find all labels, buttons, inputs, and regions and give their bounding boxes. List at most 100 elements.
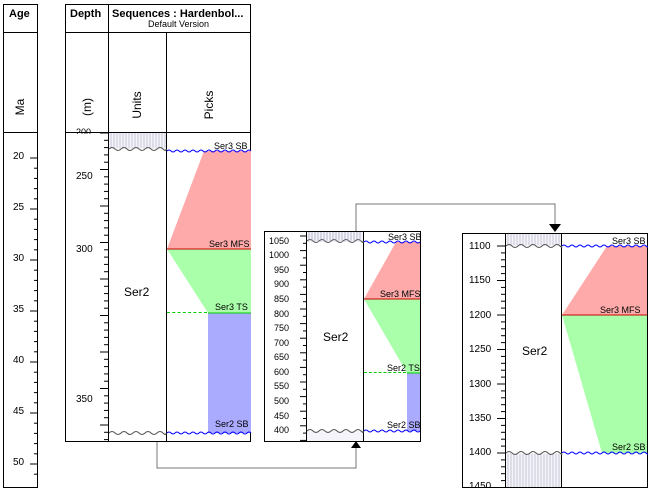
tst-wedge — [364, 299, 420, 373]
p3-units-col-divider — [561, 234, 562, 487]
units-col-divider — [166, 32, 167, 441]
tst-wedge — [562, 315, 647, 453]
age-tick-label: 35 — [13, 304, 25, 315]
sb-line-bottom — [363, 429, 421, 433]
main-picks-column — [166, 149, 252, 435]
pick-label[interactable]: Ser3 TS — [215, 302, 248, 312]
depth-col-divider — [108, 5, 109, 441]
lst-block — [208, 313, 251, 433]
pick-label[interactable]: Ser3 MFS — [600, 305, 641, 315]
sb-line-top — [166, 149, 252, 153]
connector-arrow-down — [549, 224, 561, 232]
depth-tick-label: 1050 — [269, 236, 290, 246]
depth-tick-label: 850 — [274, 294, 290, 304]
depth-tick-label: 1000 — [269, 250, 290, 260]
unconformity-hatch-top — [108, 133, 167, 151]
sb-line-bottom — [561, 451, 648, 455]
main-depth-ticks — [100, 132, 108, 441]
depth-tick-label: 700 — [274, 338, 290, 348]
age-tick-label: 45 — [13, 406, 25, 417]
well-panel-3: 1100 1150 1200 1250 1300 1350 1400 1450 … — [462, 233, 648, 488]
pick-label[interactable]: Ser2 SB — [215, 419, 249, 429]
unit-label[interactable]: Ser2 — [522, 344, 548, 358]
main-header-divider — [66, 32, 250, 33]
depth-tick-label: 650 — [274, 352, 290, 362]
p3-depth-tick-marks — [497, 245, 505, 482]
depth-tick-label: 200 — [76, 127, 92, 134]
depth-tick-label: 750 — [274, 323, 290, 333]
main-header-bottom — [66, 132, 250, 133]
depth-tick-label: 500 — [274, 396, 290, 406]
age-header-divider — [4, 32, 37, 33]
p3-picks-column — [561, 244, 648, 455]
unit-label[interactable]: Ser2 — [323, 330, 349, 344]
depth-tick-label: 350 — [76, 394, 93, 405]
age-tick-label: 20 — [13, 151, 25, 162]
age-header-bottom — [4, 132, 37, 133]
connector-arrow-up — [351, 441, 361, 448]
hst-wedge — [562, 246, 647, 315]
p2-picks-column — [363, 240, 421, 433]
p2-depth-col-divider — [306, 232, 307, 441]
pick-label[interactable]: Ser3 MFS — [209, 239, 250, 249]
hst-wedge — [364, 242, 420, 299]
sb-line-top — [561, 244, 648, 248]
main-units-column — [108, 133, 167, 435]
depth-title: Depth — [70, 8, 102, 20]
depth-tick-label: 1100 — [469, 241, 491, 252]
well-panel-2: 1050 1000 950 900 850 800 750 700 650 60… — [264, 231, 422, 442]
age-panel: Age Ma 20 25 30 35 40 45 50 — [3, 4, 38, 488]
age-title: Age — [9, 8, 30, 20]
depth-tick-label: 550 — [274, 381, 290, 391]
pick-label[interactable]: Ser2 SB — [387, 420, 421, 430]
age-tick-label: 30 — [13, 253, 25, 264]
sequences-title[interactable]: Sequences : Hardenbol... — [112, 8, 244, 20]
hst-wedge — [167, 151, 251, 249]
age-ticks — [30, 157, 38, 475]
ts-dash-left — [167, 312, 207, 313]
p2-units-column — [306, 232, 364, 441]
p2-depth-ticks: 1050 1000 950 900 850 800 750 700 650 60… — [265, 232, 306, 441]
depth-tick-label: 450 — [274, 411, 290, 421]
depth-tick-label: 1350 — [469, 413, 492, 424]
age-tick-label: 40 — [13, 355, 25, 366]
lst-block — [407, 373, 420, 431]
pick-label[interactable]: Ser3 SB — [612, 236, 646, 246]
depth-tick-label: 600 — [274, 367, 290, 377]
connector-panel2-to-panel3 — [355, 203, 556, 231]
p3-units-column — [505, 234, 563, 487]
depth-tick-label: 900 — [274, 279, 290, 289]
pick-label[interactable]: Ser3 MFS — [380, 289, 421, 299]
sequences-subtitle: Default Version — [148, 19, 210, 29]
ts-dash-left — [364, 372, 406, 373]
unconformity-bottom — [108, 431, 167, 435]
sb-line-top — [363, 240, 421, 244]
pick-label[interactable]: Ser2 TS — [387, 363, 420, 373]
age-tick-list: 20 25 30 35 40 45 50 — [4, 5, 37, 485]
depth-tick-label: 950 — [274, 265, 290, 275]
depth-tick-label: 1300 — [469, 379, 492, 390]
age-tick-label: 50 — [13, 457, 25, 468]
depth-tick-label: 250 — [76, 171, 93, 182]
pick-label[interactable]: Ser2 SB — [612, 442, 646, 452]
age-tick-label: 25 — [13, 202, 25, 213]
depth-tick-label: 1250 — [469, 344, 492, 355]
depth-tick-label: 1450 — [469, 481, 492, 487]
pick-label[interactable]: Ser3 SB — [388, 232, 422, 242]
depth-tick-label: 300 — [76, 244, 93, 255]
depth-tick-label: 1200 — [469, 310, 492, 321]
tst-wedge — [167, 249, 251, 313]
depth-tick-label: 1400 — [469, 447, 492, 458]
depth-tick-label: 1150 — [469, 275, 491, 286]
p2-depth-tick-marks — [300, 235, 306, 441]
main-well-panel: Depth Sequences : Hardenbol... Default V… — [65, 4, 252, 442]
depth-tick-label: 400 — [274, 425, 290, 435]
depth-tick-label: 800 — [274, 309, 290, 319]
p2-units-col-divider — [363, 232, 364, 441]
pick-label[interactable]: Ser3 SB — [214, 141, 248, 151]
p3-depth-col-divider — [505, 234, 506, 487]
unit-label[interactable]: Ser2 — [124, 285, 150, 299]
sb-line-bottom — [166, 431, 252, 435]
connector-main-to-panel2 — [156, 442, 357, 469]
